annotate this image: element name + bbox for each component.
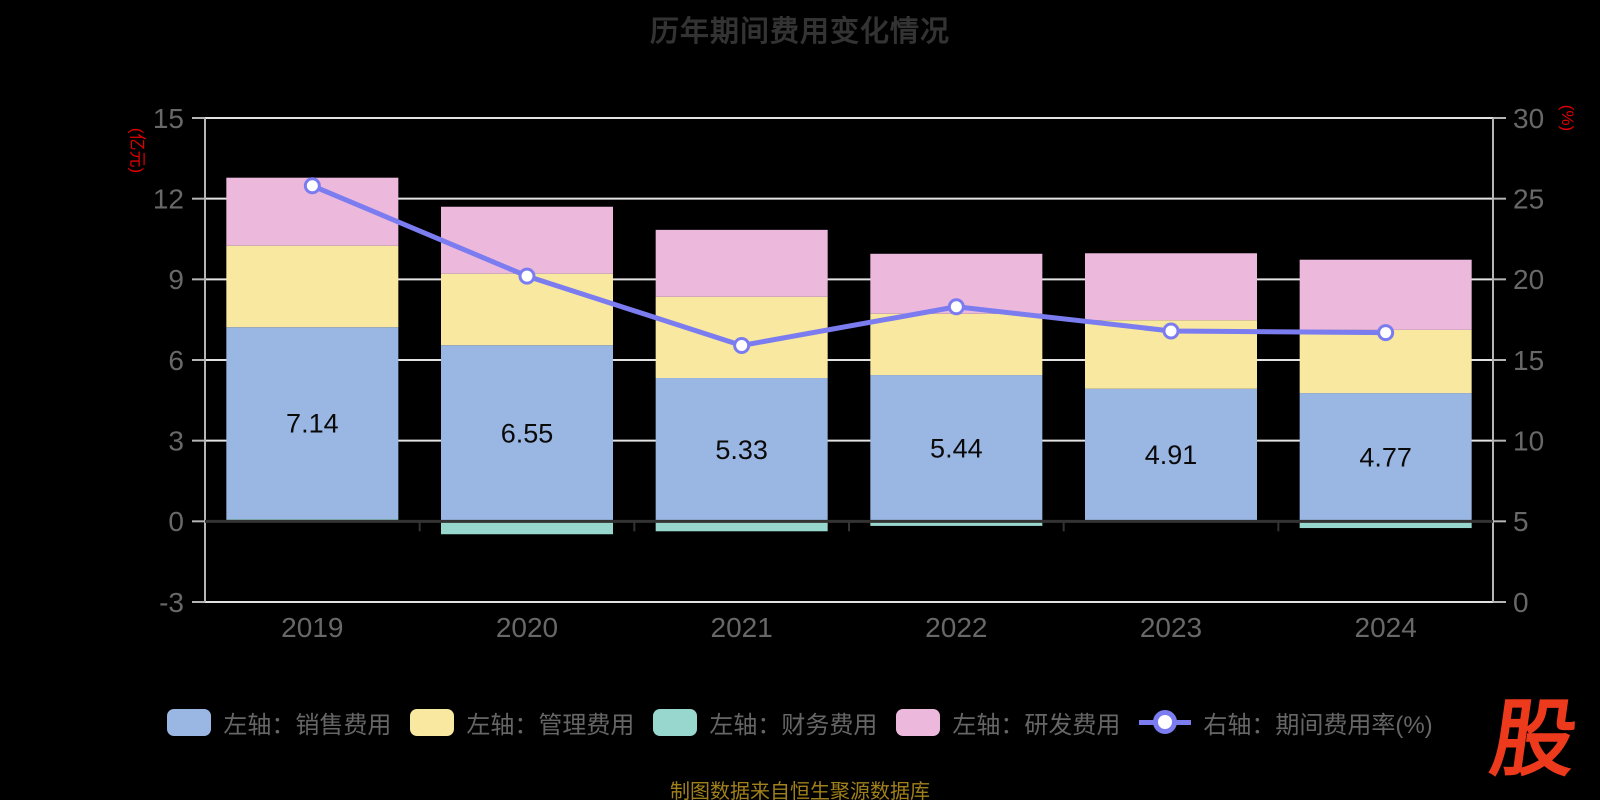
right-axis-tick-label: 10 <box>1513 425 1544 456</box>
legend-item-2[interactable]: 左轴：财务费用 <box>653 705 877 740</box>
line-point-2023[interactable] <box>1162 322 1180 340</box>
line-point-2022[interactable] <box>947 298 965 316</box>
right-axis-tick-label: 0 <box>1513 587 1529 618</box>
legend-label: 左轴：研发费用 <box>952 711 1121 739</box>
x-axis-label-2022: 2022 <box>925 612 987 643</box>
bar-segment-rnd-2024[interactable] <box>1299 259 1472 330</box>
line-point-2024[interactable] <box>1377 324 1395 342</box>
legend-swatch-icon <box>896 708 941 736</box>
bar-value-label: 7.14 <box>286 409 339 439</box>
bar-segment-financial-2020[interactable] <box>441 521 613 535</box>
logo-gu-watermark: 股 <box>1485 692 1583 786</box>
legend-swatch-icon <box>410 708 455 736</box>
legend-swatch-icon <box>653 708 698 736</box>
right-axis-tick-label: 5 <box>1513 506 1529 537</box>
bar-segment-sales-2021[interactable] <box>655 378 828 522</box>
bar-segment-financial-2024[interactable] <box>1299 521 1472 529</box>
bar-segment-sales-2023[interactable] <box>1085 388 1257 521</box>
legend-item-1[interactable]: 左轴：管理费用 <box>410 705 634 740</box>
right-axis-tick-label: 30 <box>1513 103 1544 134</box>
legend-item-4[interactable]: 右轴：期间费用率(%) <box>1139 705 1433 740</box>
bar-segment-sales-2019[interactable] <box>226 327 399 520</box>
bar-segment-rnd-2021[interactable] <box>655 229 828 297</box>
legend-line-marker-icon <box>1139 709 1192 735</box>
right-axis-tick-label: 20 <box>1513 264 1544 295</box>
bar-segment-rnd-2020[interactable] <box>441 206 613 274</box>
source-note: 制图数据来自恒生聚源数据库 <box>670 781 930 800</box>
left-axis-tick-label: -3 <box>159 587 184 618</box>
bar-value-label: 4.91 <box>1145 440 1198 470</box>
bar-segment-management-2020[interactable] <box>441 273 613 346</box>
legend-label: 左轴：销售费用 <box>223 711 392 739</box>
left-axis-tick-label: 15 <box>153 103 184 134</box>
line-point-2019[interactable] <box>303 177 321 195</box>
legend-item-0[interactable]: 左轴：销售费用 <box>167 705 391 740</box>
line-point-2021[interactable] <box>733 336 751 354</box>
legend: 左轴：销售费用 左轴：管理费用 左轴：财务费用 左轴：研发费用 右轴：期间费用率(%) <box>0 700 1600 744</box>
line-point-2020[interactable] <box>518 267 536 285</box>
left-axis-tick-label: 9 <box>168 264 184 295</box>
x-axis-label-2019: 2019 <box>281 612 343 643</box>
legend-label: 右轴：期间费用率(%) <box>1203 711 1433 739</box>
line-expense-rate[interactable] <box>309 183 1389 348</box>
chart-title: 历年期间费用变化情况 <box>649 16 950 48</box>
legend-label: 左轴：财务费用 <box>709 711 878 739</box>
bar-value-label: 5.33 <box>715 435 768 465</box>
bar-segment-management-2022[interactable] <box>870 313 1043 376</box>
legend-item-3[interactable]: 左轴：研发费用 <box>896 705 1120 740</box>
bar-segment-financial-2022[interactable] <box>870 521 1043 526</box>
x-axis-label-2021: 2021 <box>711 612 773 643</box>
bar-segment-sales-2020[interactable] <box>441 345 613 522</box>
bar-value-label: 6.55 <box>501 419 554 449</box>
bar-segment-sales-2022[interactable] <box>870 375 1043 522</box>
x-axis-label-2020: 2020 <box>496 612 558 643</box>
legend-swatch-icon <box>167 708 212 736</box>
left-axis-tick-label: 6 <box>168 345 184 376</box>
left-axis-tick-label: 12 <box>153 183 184 214</box>
bar-segment-management-2019[interactable] <box>226 245 399 328</box>
bar-value-label: 5.44 <box>930 434 983 464</box>
left-axis-tick-label: 0 <box>168 506 184 537</box>
bar-segment-rnd-2023[interactable] <box>1085 253 1257 321</box>
bar-segment-sales-2024[interactable] <box>1299 393 1472 522</box>
bar-segment-financial-2021[interactable] <box>655 521 828 532</box>
bar-value-label: 4.77 <box>1359 443 1412 473</box>
right-axis-tick-label: 25 <box>1513 183 1544 214</box>
x-axis-label-2024: 2024 <box>1355 612 1417 643</box>
legend-label: 左轴：管理费用 <box>466 711 635 739</box>
x-axis-label-2023: 2023 <box>1140 612 1202 643</box>
left-axis-tick-label: 3 <box>168 425 184 456</box>
right-axis-tick-label: 15 <box>1513 345 1544 376</box>
